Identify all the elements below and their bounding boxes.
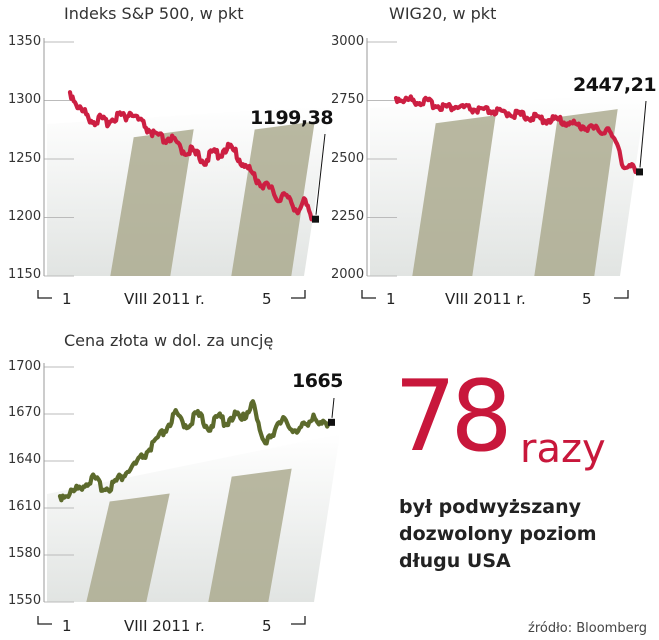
gold-ytick-1640: 1640 bbox=[8, 452, 42, 467]
wig20-ytick-2500: 2500 bbox=[331, 151, 365, 166]
gold-title: Cena złota w dol. za uncję bbox=[64, 331, 274, 350]
sp500-ytick-1350: 1350 bbox=[8, 34, 42, 49]
gold-ytick-1700: 1700 bbox=[8, 359, 42, 374]
wig20-ytick-2750: 2750 bbox=[331, 92, 365, 107]
sp500-ytick-1250: 1250 bbox=[8, 151, 42, 166]
wig20-ytick-2000: 2000 bbox=[331, 267, 365, 282]
gold-band-2 bbox=[208, 468, 292, 602]
gold-xtick-end: 5 bbox=[262, 617, 272, 635]
gold-ytick-1670: 1670 bbox=[8, 405, 42, 420]
gold-xtick-month: VIII 2011 r. bbox=[124, 617, 205, 635]
wig20-last-point-marker bbox=[636, 168, 643, 176]
gold-band-1 bbox=[86, 493, 170, 602]
gold-x-bracket-right bbox=[291, 616, 306, 625]
sp500-ytick-1200: 1200 bbox=[8, 209, 42, 224]
gold-xtick-start: 1 bbox=[62, 617, 72, 635]
wig20-band-1 bbox=[412, 115, 496, 277]
wig20-x-bracket-right bbox=[614, 290, 629, 299]
infobox-line-2: dozwolony poziom bbox=[399, 523, 597, 545]
gold-ytick-1580: 1580 bbox=[8, 546, 42, 561]
gold-series-line bbox=[57, 399, 333, 503]
wig20-xtick-end: 5 bbox=[582, 290, 592, 308]
wig20-band-2 bbox=[534, 109, 618, 276]
gold-ytick-1550: 1550 bbox=[8, 593, 42, 608]
sp500-chart bbox=[37, 38, 330, 299]
sp500-xtick-start: 1 bbox=[62, 290, 72, 308]
sp500-ytick-1150: 1150 bbox=[8, 267, 42, 282]
sp500-callout-leader bbox=[315, 133, 326, 215]
wig20-x-bracket-left bbox=[361, 290, 376, 299]
sp500-x-bracket-right bbox=[291, 290, 306, 299]
wig20-series-line bbox=[393, 94, 641, 175]
wig20-xtick-start: 1 bbox=[386, 290, 396, 308]
sp500-band-1 bbox=[110, 129, 194, 276]
sp500-last-value: 1199,38 bbox=[250, 107, 334, 129]
wig20-callout-leader bbox=[639, 100, 647, 168]
wig20-ytick-2250: 2250 bbox=[331, 209, 365, 224]
sp500-xtick-end: 5 bbox=[262, 290, 272, 308]
infobox-line-1: był podwyższany bbox=[399, 496, 582, 518]
sp500-xtick-month: VIII 2011 r. bbox=[124, 290, 205, 308]
sp500-ytick-1300: 1300 bbox=[8, 92, 42, 107]
wig20-last-value: 2447,21 bbox=[573, 74, 657, 96]
sp500-x-bracket-left bbox=[37, 290, 52, 299]
gold-x-bracket-left bbox=[37, 616, 52, 625]
gold-last-value: 1665 bbox=[292, 370, 343, 392]
gold-plot-background bbox=[47, 434, 340, 602]
infobox-line-3: długu USA bbox=[399, 550, 511, 572]
wig20-title: WIG20, w pkt bbox=[389, 4, 497, 23]
source-note: źródło: Bloomberg bbox=[528, 621, 647, 636]
gold-last-point-marker bbox=[328, 418, 335, 426]
wig20-ytick-3000: 3000 bbox=[331, 34, 365, 49]
wig20-chart bbox=[361, 38, 647, 299]
wig20-xtick-month: VIII 2011 r. bbox=[445, 290, 526, 308]
gold-callout-leader bbox=[331, 397, 335, 418]
sp500-last-point-marker bbox=[312, 215, 319, 223]
gold-ytick-1610: 1610 bbox=[8, 499, 42, 514]
debt-ceiling-raise-count: 78 bbox=[394, 360, 513, 474]
sp500-series-line bbox=[67, 90, 317, 222]
sp500-band-2 bbox=[231, 121, 315, 276]
debt-ceiling-unit: razy bbox=[520, 426, 606, 472]
sp500-title: Indeks S&P 500, w pkt bbox=[64, 4, 244, 23]
